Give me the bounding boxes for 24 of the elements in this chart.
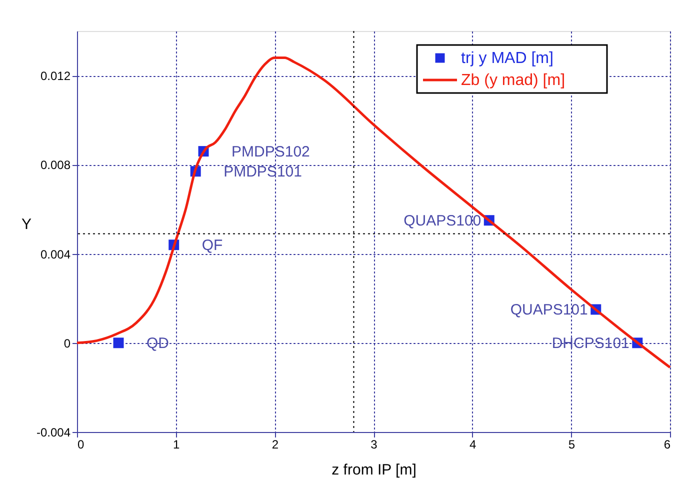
point bbox=[113, 338, 124, 348]
y-tick-label: 0.008 bbox=[40, 158, 71, 172]
legend-label: trj y MAD [m] bbox=[461, 50, 554, 67]
x-axis-title: z from IP [m] bbox=[332, 462, 416, 478]
x-tick-label: 5 bbox=[568, 438, 576, 452]
y-tick-label: 0.004 bbox=[40, 247, 71, 262]
annotation: QUAPS100 bbox=[404, 212, 482, 230]
annotation: QD bbox=[146, 334, 170, 352]
annotation: QF bbox=[202, 236, 223, 254]
y-tick-label: -0.004 bbox=[36, 426, 71, 440]
annotation: PMDPS101 bbox=[224, 163, 302, 180]
annotation: QUAPS101 bbox=[510, 301, 588, 318]
x-tick-label: 6 bbox=[664, 438, 671, 452]
x-tick-label: 2 bbox=[272, 438, 279, 452]
annotation: PMDPS102 bbox=[232, 143, 310, 160]
annotation: DHCPS101 bbox=[552, 334, 630, 352]
x-tick-label: 3 bbox=[370, 438, 378, 452]
legend-label: Zb (y mad) [m] bbox=[461, 72, 566, 89]
y-tick-label: 0 bbox=[64, 336, 71, 350]
y-tick-label: 0.012 bbox=[40, 69, 71, 84]
x-tick-label: 1 bbox=[172, 438, 180, 452]
y-axis-title: Y bbox=[21, 216, 32, 233]
x-tick-label: 0 bbox=[78, 438, 84, 452]
x-tick-label: 4 bbox=[469, 438, 476, 452]
